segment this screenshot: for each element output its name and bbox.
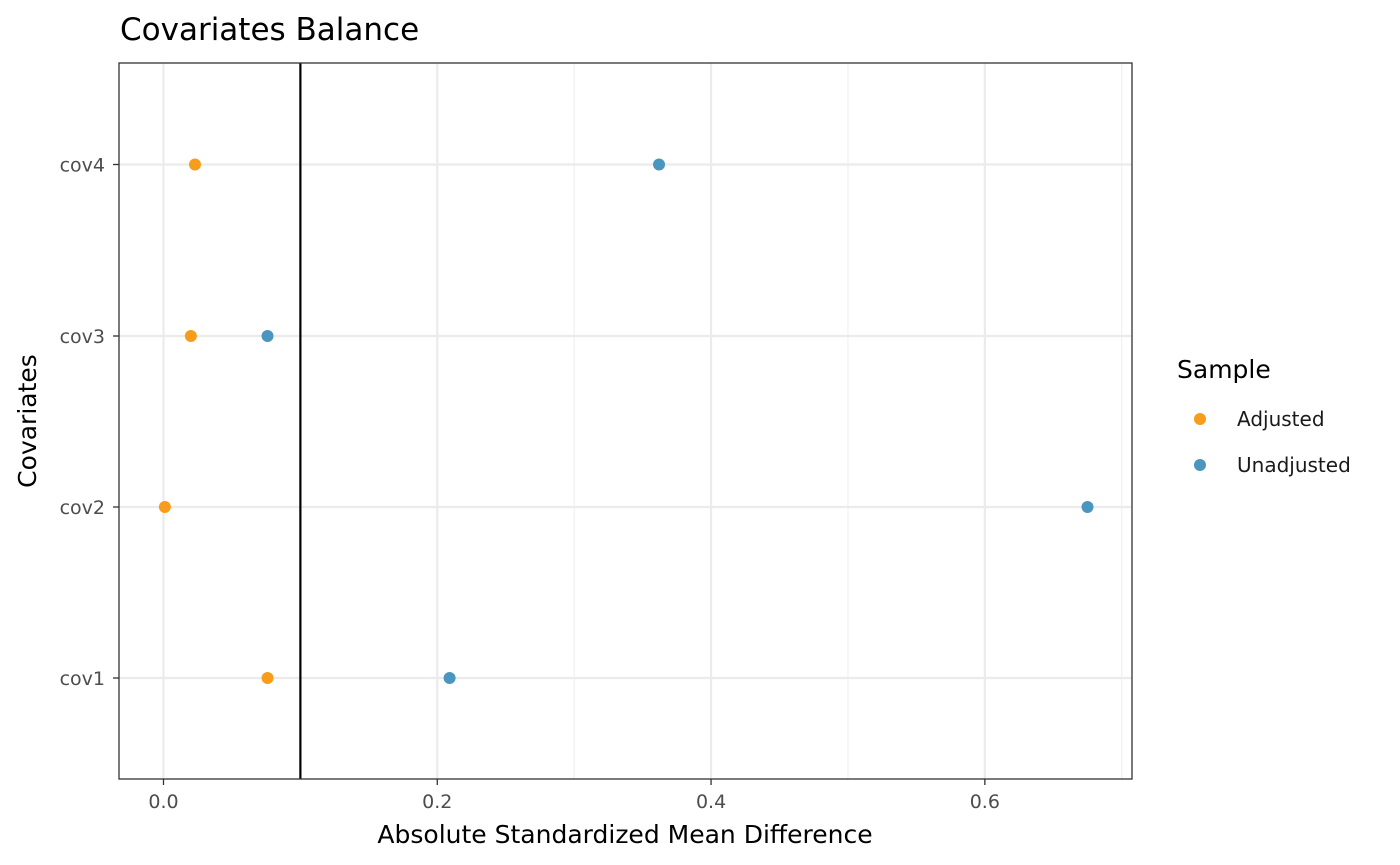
x-tick-label-3: 0.6 <box>970 791 1000 813</box>
y-axis-ticks: cov1 cov2 cov3 cov4 <box>60 155 119 690</box>
y-axis-title: Covariates <box>13 354 42 488</box>
x-axis-title: Absolute Standardized Mean Difference <box>377 820 872 849</box>
point-adjusted-cov2 <box>158 501 171 513</box>
legend-key-adjusted <box>1194 413 1206 425</box>
point-adjusted-cov1 <box>261 672 274 684</box>
data-points <box>158 158 1094 684</box>
legend-key-unadjusted <box>1194 459 1206 471</box>
legend-label-adjusted: Adjusted <box>1237 407 1325 431</box>
legend-entries: Adjusted Unadjusted <box>1194 407 1351 477</box>
y-tick-label-cov4: cov4 <box>60 155 105 177</box>
point-unadjusted-cov1 <box>443 672 456 684</box>
point-unadjusted-cov3 <box>261 330 274 342</box>
y-tick-label-cov3: cov3 <box>60 326 105 348</box>
chart-title: Covariates Balance <box>120 12 419 48</box>
x-tick-label-2: 0.4 <box>696 791 726 813</box>
point-adjusted-cov4 <box>188 158 201 171</box>
x-tick-label-0: 0.0 <box>148 791 178 813</box>
point-unadjusted-cov4 <box>653 158 666 171</box>
y-tick-label-cov2: cov2 <box>60 497 105 519</box>
legend-label-unadjusted: Unadjusted <box>1237 453 1351 477</box>
plot-panel-border <box>118 62 1133 780</box>
legend-title: Sample <box>1177 355 1271 384</box>
x-axis-ticks: 0.0 0.2 0.4 0.6 <box>148 779 1000 813</box>
point-adjusted-cov3 <box>184 330 197 342</box>
y-tick-label-cov1: cov1 <box>60 668 105 690</box>
legend: Sample Adjusted Unadjusted <box>1177 355 1351 477</box>
point-unadjusted-cov2 <box>1081 501 1094 513</box>
grid-lines <box>119 63 1132 779</box>
x-tick-label-1: 0.2 <box>422 791 452 813</box>
